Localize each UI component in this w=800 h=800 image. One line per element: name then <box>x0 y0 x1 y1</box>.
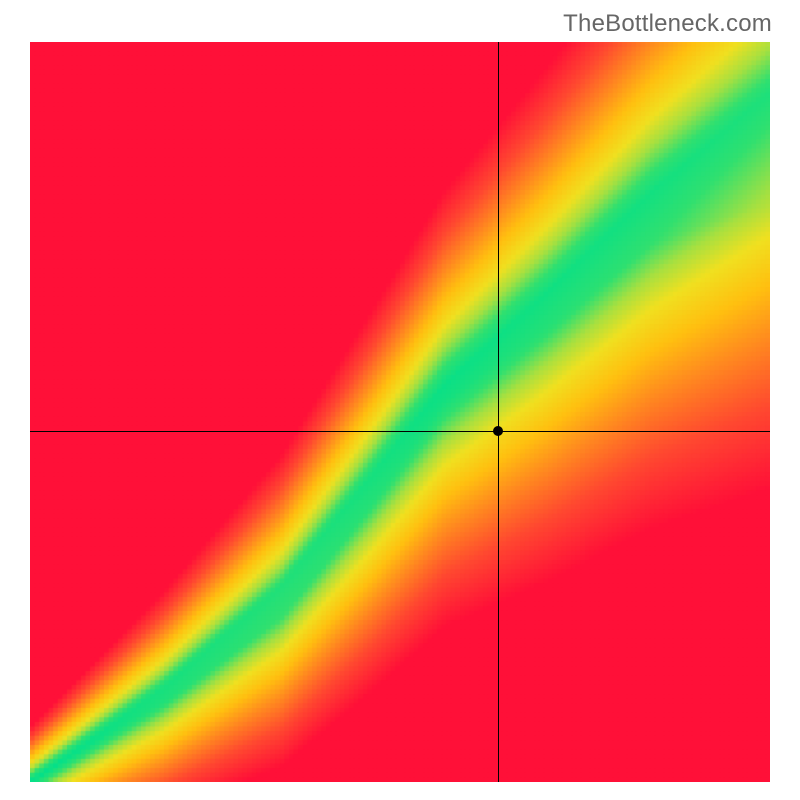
chart-container: TheBottleneck.com <box>0 0 800 800</box>
crosshair-marker <box>493 426 503 436</box>
heatmap-canvas <box>30 42 770 782</box>
watermark-text: TheBottleneck.com <box>563 10 772 38</box>
crosshair-horizontal <box>30 431 770 432</box>
crosshair-vertical <box>498 42 499 782</box>
heatmap-plot <box>30 42 770 782</box>
